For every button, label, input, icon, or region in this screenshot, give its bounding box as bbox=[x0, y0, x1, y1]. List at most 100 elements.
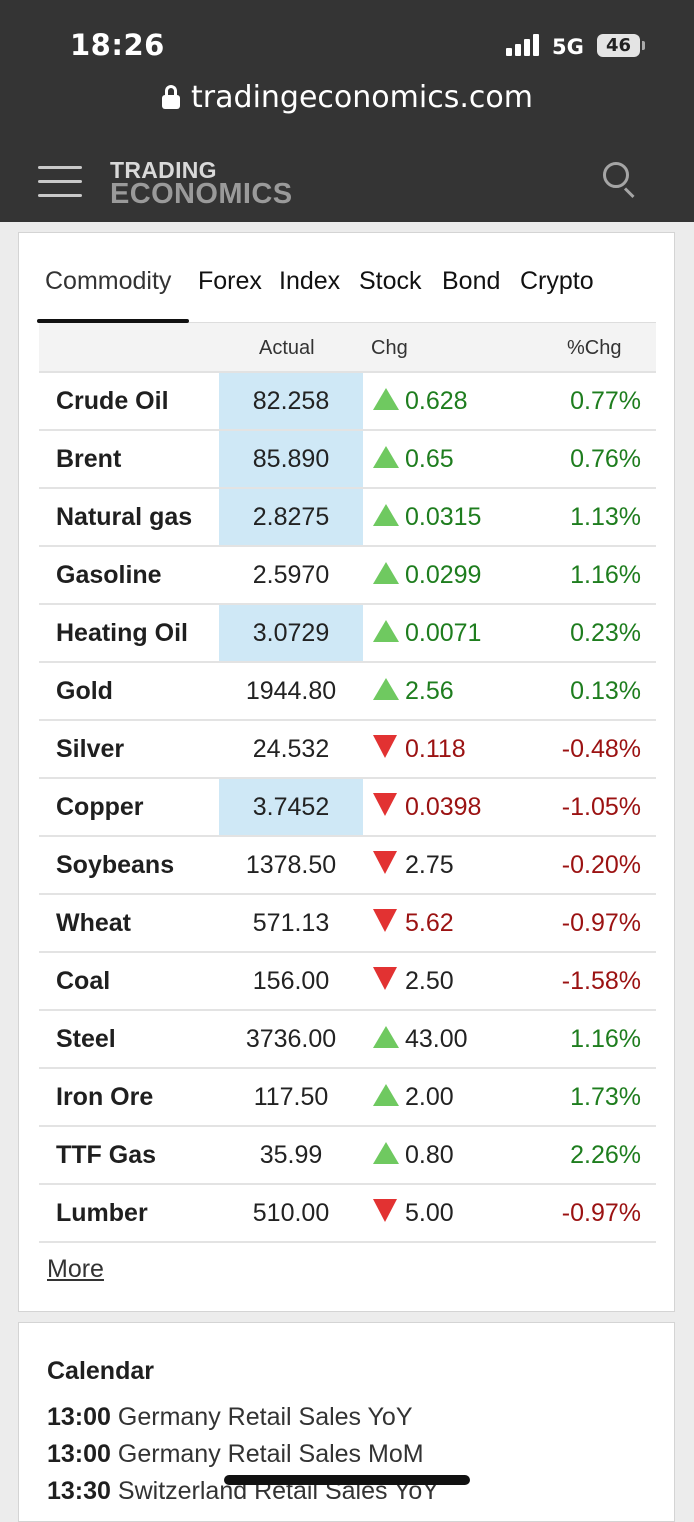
table-row[interactable]: Copper 3.7452 0.0398 -1.05% bbox=[39, 779, 656, 837]
top-bar: 18:26 5G 46 tradingeconomics.com TRADING… bbox=[0, 0, 694, 222]
commodity-name: Iron Ore bbox=[56, 1083, 154, 1111]
change-value: 2.56 bbox=[405, 677, 454, 705]
tab-forex[interactable]: Forex bbox=[198, 267, 262, 295]
actual-value: 571.13 bbox=[252, 909, 330, 937]
address-bar[interactable]: tradingeconomics.com bbox=[0, 80, 694, 115]
col-chg: Chg bbox=[371, 337, 408, 359]
table-row[interactable]: Silver 24.532 0.118 -0.48% bbox=[39, 721, 656, 779]
more-link[interactable]: More bbox=[47, 1255, 104, 1283]
home-indicator bbox=[224, 1475, 470, 1485]
active-tab-indicator bbox=[37, 319, 189, 323]
actual-value: 510.00 bbox=[252, 1199, 330, 1227]
change-value: 43.00 bbox=[405, 1025, 468, 1053]
change-value: 0.628 bbox=[405, 387, 468, 415]
signal-icon bbox=[506, 34, 542, 56]
change-cell: 0.628 bbox=[373, 373, 468, 429]
table-row[interactable]: Brent 85.890 0.65 0.76% bbox=[39, 431, 656, 489]
change-cell: 2.50 bbox=[373, 953, 454, 1009]
arrow-down-icon bbox=[373, 793, 397, 816]
table-row[interactable]: Heating Oil 3.0729 0.0071 0.23% bbox=[39, 605, 656, 663]
actual-value: 2.5970 bbox=[252, 561, 330, 589]
menu-icon[interactable] bbox=[38, 164, 82, 198]
battery-icon: 46 bbox=[597, 34, 640, 57]
change-value: 0.65 bbox=[405, 445, 454, 473]
tab-index[interactable]: Index bbox=[279, 267, 341, 295]
arrow-down-icon bbox=[373, 1199, 397, 1222]
search-icon[interactable] bbox=[603, 162, 637, 199]
actual-value: 156.00 bbox=[252, 967, 330, 995]
logo-line2: ECONOMICS bbox=[110, 178, 293, 210]
percent-change: -1.58% bbox=[561, 967, 641, 995]
commodity-name: Brent bbox=[56, 445, 122, 473]
table-body: Crude Oil 82.258 0.628 0.77% Brent 85.890 0.65… bbox=[39, 373, 656, 1243]
change-cell: 5.62 bbox=[373, 895, 454, 951]
percent-change: 0.13% bbox=[570, 677, 641, 705]
arrow-up-icon bbox=[373, 504, 399, 526]
arrow-up-icon bbox=[373, 446, 399, 468]
markets-card: Commodity Forex Index Stock Bond Crypto … bbox=[18, 232, 675, 1312]
change-value: 0.0398 bbox=[405, 793, 482, 821]
table-row[interactable]: Soybeans 1378.50 2.75 -0.20% bbox=[39, 837, 656, 895]
commodity-name: Soybeans bbox=[56, 851, 175, 879]
tab-stock[interactable]: Stock bbox=[359, 267, 422, 295]
percent-change: -0.48% bbox=[561, 735, 641, 763]
commodity-name: TTF Gas bbox=[56, 1141, 157, 1169]
arrow-up-icon bbox=[373, 1026, 399, 1048]
percent-change: 1.16% bbox=[570, 1025, 641, 1053]
commodity-name: Natural gas bbox=[56, 503, 193, 531]
table-row[interactable]: Natural gas 2.8275 0.0315 1.13% bbox=[39, 489, 656, 547]
percent-change: -0.97% bbox=[561, 909, 641, 937]
change-cell: 0.0398 bbox=[373, 779, 481, 835]
site-logo[interactable]: TRADING ECONOMICS bbox=[110, 158, 293, 210]
commodity-name: Gold bbox=[56, 677, 113, 705]
commodity-name: Gasoline bbox=[56, 561, 162, 589]
actual-value: 24.532 bbox=[252, 735, 330, 763]
change-cell: 2.56 bbox=[373, 663, 454, 719]
percent-change: 2.26% bbox=[570, 1141, 641, 1169]
calendar-item[interactable]: 13:00 Germany Retail Sales MoM bbox=[47, 1440, 424, 1469]
change-cell: 0.0071 bbox=[373, 605, 481, 661]
calendar-item[interactable]: 13:00 Germany Retail Sales YoY bbox=[47, 1403, 413, 1432]
percent-change: 0.77% bbox=[570, 387, 641, 415]
percent-change: 1.73% bbox=[570, 1083, 641, 1111]
change-value: 2.50 bbox=[405, 967, 454, 995]
change-cell: 0.0299 bbox=[373, 547, 481, 603]
table-row[interactable]: TTF Gas 35.99 0.80 2.26% bbox=[39, 1127, 656, 1185]
change-cell: 0.0315 bbox=[373, 489, 481, 545]
change-cell: 5.00 bbox=[373, 1185, 454, 1241]
arrow-up-icon bbox=[373, 1084, 399, 1106]
commodity-name: Crude Oil bbox=[56, 387, 169, 415]
change-value: 0.80 bbox=[405, 1141, 454, 1169]
percent-change: -0.97% bbox=[561, 1199, 641, 1227]
table-row[interactable]: Crude Oil 82.258 0.628 0.77% bbox=[39, 373, 656, 431]
table-row[interactable]: Lumber 510.00 5.00 -0.97% bbox=[39, 1185, 656, 1243]
actual-value: 82.258 bbox=[219, 373, 363, 429]
actual-value: 1944.80 bbox=[245, 677, 337, 705]
change-value: 0.0315 bbox=[405, 503, 482, 531]
market-tabs: Commodity Forex Index Stock Bond Crypto bbox=[39, 263, 656, 323]
percent-change: -1.05% bbox=[561, 793, 641, 821]
table-row[interactable]: Gasoline 2.5970 0.0299 1.16% bbox=[39, 547, 656, 605]
commodity-name: Lumber bbox=[56, 1199, 148, 1227]
percent-change: -0.20% bbox=[561, 851, 641, 879]
table-header: Actual Chg %Chg bbox=[39, 323, 656, 373]
table-row[interactable]: Iron Ore 117.50 2.00 1.73% bbox=[39, 1069, 656, 1127]
change-value: 2.00 bbox=[405, 1083, 454, 1111]
commodity-name: Heating Oil bbox=[56, 619, 188, 647]
arrow-down-icon bbox=[373, 735, 397, 758]
percent-change: 0.76% bbox=[570, 445, 641, 473]
table-row[interactable]: Steel 3736.00 43.00 1.16% bbox=[39, 1011, 656, 1069]
percent-change: 0.23% bbox=[570, 619, 641, 647]
table-row[interactable]: Gold 1944.80 2.56 0.13% bbox=[39, 663, 656, 721]
table-row[interactable]: Coal 156.00 2.50 -1.58% bbox=[39, 953, 656, 1011]
commodity-name: Steel bbox=[56, 1025, 116, 1053]
tab-bond[interactable]: Bond bbox=[442, 267, 501, 295]
table-row[interactable]: Wheat 571.13 5.62 -0.97% bbox=[39, 895, 656, 953]
calendar-time: 13:00 bbox=[47, 1403, 111, 1431]
change-cell: 0.118 bbox=[373, 721, 466, 777]
status-time: 18:26 bbox=[70, 28, 165, 62]
tab-commodity[interactable]: Commodity bbox=[45, 267, 172, 295]
actual-value: 35.99 bbox=[259, 1141, 323, 1169]
change-value: 0.0071 bbox=[405, 619, 482, 647]
tab-crypto[interactable]: Crypto bbox=[520, 267, 594, 295]
